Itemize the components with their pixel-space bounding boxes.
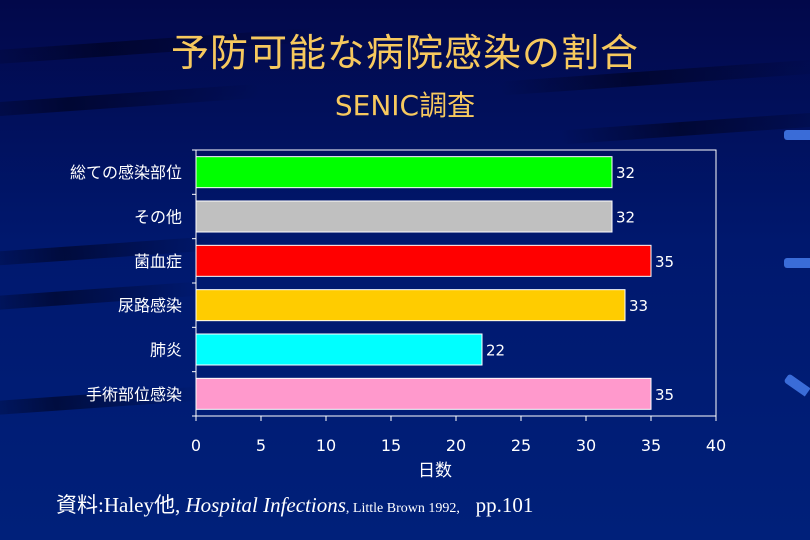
y-category-label: その他	[134, 208, 182, 227]
bar-value-label: 32	[616, 164, 635, 182]
bar	[195, 333, 483, 366]
edge-mark	[784, 258, 810, 268]
y-category-label: 尿路感染	[118, 296, 182, 315]
x-tick-label: 0	[191, 436, 201, 455]
x-tick-label: 30	[576, 436, 596, 455]
source-publisher: , Little Brown 1992,	[345, 501, 460, 516]
bar-value-label: 35	[655, 253, 674, 271]
page-subtitle: SENIC調査	[334, 89, 476, 122]
x-tick-label: 25	[511, 436, 531, 455]
x-tick-label: 20	[446, 436, 466, 455]
x-axis-title: 日数	[418, 461, 452, 481]
y-category-label: 総ての感染部位	[70, 163, 182, 182]
bar-value-label: 35	[655, 386, 674, 404]
x-tick-label: 5	[256, 436, 266, 455]
source-pages: pp.101	[475, 493, 534, 517]
plot-frame	[195, 149, 717, 417]
source-citation: 資料:Haley他, Hospital Infections, Little B…	[56, 489, 533, 519]
bar	[195, 156, 613, 189]
bar	[195, 200, 613, 233]
source-work: Hospital Infections	[185, 493, 346, 517]
page-title: 予防可能な病院感染の割合	[170, 31, 639, 75]
bar-value-label: 22	[486, 342, 505, 360]
source-label: 資料:	[56, 493, 104, 517]
edge-mark	[784, 130, 810, 140]
source-authors: Haley他,	[103, 493, 181, 517]
x-tick-label: 35	[641, 436, 661, 455]
x-tick-label: 10	[316, 436, 336, 455]
y-category-label: 菌血症	[134, 252, 182, 271]
x-tick-label: 40	[706, 436, 726, 455]
y-category-label: 手術部位感染	[86, 385, 182, 404]
plot-area: 0 5 10 15 20 25 30 35 40 総ての感染部位 32 その他 32 菌血症 35 尿路感染 3…	[70, 149, 726, 455]
x-tick-label: 15	[381, 436, 401, 455]
bar	[195, 377, 652, 410]
bar-value-label: 32	[616, 209, 635, 227]
bar	[195, 289, 626, 322]
bar	[195, 244, 652, 277]
y-category-label: 肺炎	[150, 341, 182, 360]
bar-value-label: 33	[629, 297, 648, 315]
